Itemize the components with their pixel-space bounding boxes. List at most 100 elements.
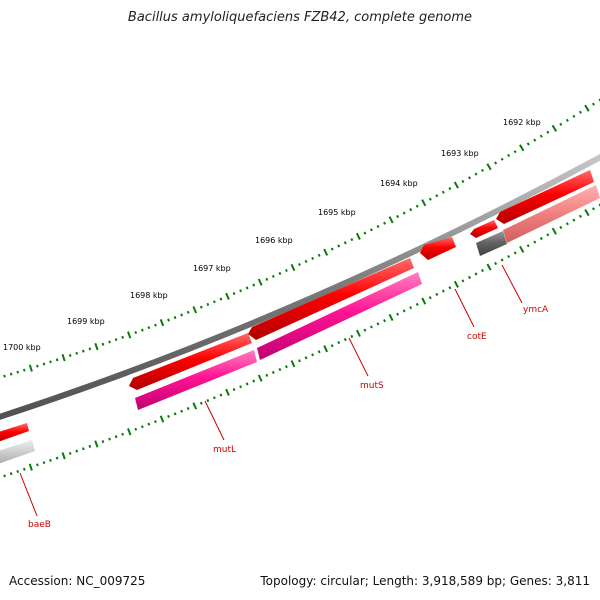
reverse-strand-features — [0, 185, 600, 465]
inner-tick-mark — [494, 261, 498, 266]
outer-tick-mark — [88, 347, 92, 351]
outer-tick-mark — [147, 326, 151, 330]
map-title: Bacillus amyloliquefaciens FZB42, comple… — [127, 10, 473, 25]
outer-tick-mark — [101, 342, 105, 346]
inner-tick-mark — [257, 374, 263, 382]
outer-tick-mark — [9, 372, 13, 376]
inner-tick-mark — [154, 420, 157, 424]
callout-line-mutL — [204, 400, 225, 441]
ruler-label-1696: 1696 kbp — [255, 236, 293, 245]
inner-tick-mark — [173, 412, 177, 416]
gene-feature-ymcA-upstream[interactable] — [496, 170, 594, 224]
gene-labels: baeB mutL mutS cotE ymcA — [28, 305, 549, 530]
inner-tick-mark — [435, 292, 439, 296]
outer-tick-mark — [435, 194, 439, 198]
outer-tick-mark — [591, 102, 595, 106]
inner-tick-mark — [219, 393, 223, 397]
inner-tick-mark — [9, 472, 13, 476]
genome-backbone — [0, 153, 600, 420]
outer-tick-mark — [311, 256, 315, 260]
inner-tick-mark — [101, 440, 105, 444]
gene-label-mutL[interactable]: mutL — [213, 445, 236, 455]
outer-tick-mark — [22, 368, 26, 372]
inner-tick-mark — [3, 474, 6, 478]
outer-tick-mark — [257, 278, 263, 286]
inner-tick-mark — [565, 222, 569, 226]
outer-tick-mark — [192, 306, 198, 314]
outer-tick-mark — [61, 353, 66, 362]
callout-line-baeB — [19, 472, 38, 517]
outer-tick-mark — [383, 221, 386, 225]
ruler-label-1700: 1700 kbp — [3, 343, 41, 352]
inner-tick-mark — [383, 319, 387, 323]
outer-tick-mark — [94, 342, 99, 351]
inner-tick-mark — [127, 428, 132, 436]
inner-tick-mark — [355, 329, 361, 337]
outer-tick-mark — [140, 328, 144, 332]
outer-tick-mark — [186, 310, 190, 314]
inner-tick-mark — [546, 233, 550, 237]
outer-tick-mark — [134, 330, 138, 335]
gene-label-cotE[interactable]: cotE — [467, 332, 487, 342]
gene-feature-upstream-mutL[interactable] — [129, 333, 252, 390]
inner-tick-mark — [94, 440, 99, 448]
gene-label-mutS[interactable]: mutS — [360, 381, 384, 391]
gene-feature-ymcA-salmon[interactable] — [503, 185, 600, 243]
outer-tick-mark — [199, 305, 203, 309]
inner-tick-ring — [0, 203, 600, 481]
outer-tick-mark — [363, 231, 367, 235]
outer-tick-mark — [16, 370, 20, 374]
outer-tick-mark — [355, 232, 361, 240]
inner-tick-mark — [572, 218, 576, 222]
inner-tick-mark — [481, 268, 484, 273]
outer-tick-mark — [121, 335, 125, 339]
outer-tick-mark — [330, 247, 334, 251]
outer-tick-mark — [114, 338, 118, 342]
genome-summary-text: Topology: circular; Length: 3,918,589 bp… — [260, 574, 590, 588]
inner-tick-mark — [421, 297, 427, 305]
outer-tick-mark — [245, 286, 249, 290]
inner-tick-mark — [180, 409, 184, 413]
gene-feature-mutL[interactable] — [135, 350, 257, 410]
gene-label-ymcA[interactable]: ymcA — [523, 305, 549, 315]
gene-feature-cotE[interactable] — [420, 237, 456, 260]
inner-tick-mark — [388, 313, 394, 322]
gene-label-baeB[interactable]: baeB — [28, 520, 51, 530]
outer-tick-mark — [441, 190, 445, 194]
inner-tick-mark — [376, 322, 380, 326]
inner-tick-mark — [551, 227, 557, 235]
inner-tick-mark — [212, 396, 216, 400]
outer-tick-mark — [519, 144, 525, 152]
outer-tick-mark — [232, 292, 236, 296]
inner-tick-mark — [415, 302, 419, 306]
outer-tick-mark — [551, 124, 558, 132]
gene-feature-ymcA-dark[interactable] — [476, 231, 507, 256]
inner-tick-mark — [42, 461, 46, 465]
outer-tick-mark — [533, 138, 537, 142]
gene-feature-small-left-ymcA[interactable] — [470, 220, 498, 238]
outer-tick-mark — [578, 110, 582, 114]
outer-tick-mark — [290, 263, 296, 272]
inner-tick-mark — [278, 368, 282, 372]
accession-text: Accession: NC_009725 — [9, 574, 146, 588]
outer-tick-mark — [559, 122, 563, 126]
outer-tick-mark — [75, 351, 79, 355]
inner-tick-mark — [428, 296, 432, 300]
outer-tick-mark — [219, 297, 223, 301]
inner-tick-mark — [298, 359, 301, 363]
gene-feature-baeB-grey[interactable] — [0, 440, 35, 465]
outer-tick-mark — [42, 362, 46, 366]
outer-tick-mark — [376, 224, 380, 229]
outer-tick-mark — [396, 214, 400, 219]
inner-tick-mark — [304, 356, 308, 360]
gene-feature-mutS[interactable] — [257, 272, 422, 360]
inner-tick-mark — [159, 415, 165, 423]
callout-line-cotE — [454, 288, 475, 328]
ruler-label-1694: 1694 kbp — [380, 179, 418, 188]
inner-tick-mark — [16, 469, 20, 474]
inner-tick-mark — [206, 399, 210, 403]
gene-feature-upstream-mutS[interactable] — [248, 258, 414, 340]
gene-feature-left-edge[interactable] — [0, 423, 29, 443]
inner-tick-mark — [578, 214, 582, 218]
inner-tick-mark — [290, 360, 296, 368]
